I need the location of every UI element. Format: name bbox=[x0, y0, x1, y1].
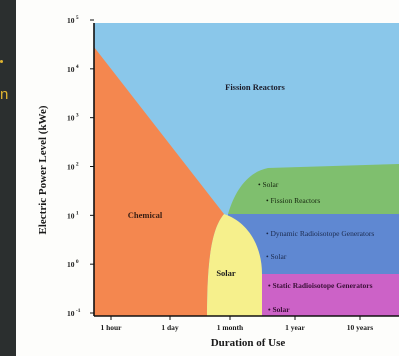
dynamic-bullet-1: • Dynamic Radioisotope Generators bbox=[266, 229, 374, 238]
plot-area: Fission Reactors Chemical Solar • Solar … bbox=[93, 23, 399, 317]
x-tick-label: 1 month bbox=[217, 323, 244, 332]
y-tick-label: 10 3 bbox=[67, 113, 79, 123]
y-tick-label: 10 4 bbox=[67, 64, 79, 74]
static-bullet-2: • Solar bbox=[268, 305, 290, 314]
slide-edge-text: n bbox=[0, 86, 9, 103]
x-axis-label: Duration of Use bbox=[211, 337, 286, 349]
region-solar bbox=[207, 214, 262, 316]
region-label-solar: Solar bbox=[216, 268, 236, 278]
region-solar-fission bbox=[228, 164, 399, 214]
x-tick-label: 1 hour bbox=[100, 323, 122, 332]
green-bullet-1: • Solar bbox=[258, 180, 279, 189]
y-axis-label: Electric Power Level (kWe) bbox=[37, 105, 49, 234]
y-tick-labels: 10 5 10 4 10 3 10 2 10 1 10 0 10 -1 bbox=[67, 15, 94, 318]
x-tick-label: 1 year bbox=[285, 323, 305, 332]
y-tick-label: 10 5 bbox=[67, 15, 79, 25]
dynamic-bullet-2: • Solar bbox=[266, 252, 287, 261]
bullet-dot bbox=[0, 60, 3, 63]
y-tick-label: 10 0 bbox=[67, 259, 79, 269]
y-tick-label: 10 -1 bbox=[67, 308, 81, 318]
region-label-chemical: Chemical bbox=[128, 210, 163, 220]
x-tick-label: 1 day bbox=[161, 323, 179, 332]
x-tick-label: 10 years bbox=[347, 323, 374, 332]
static-bullet-1: • Static Radioisotope Generators bbox=[268, 281, 373, 290]
region-label-fission: Fission Reactors bbox=[225, 82, 285, 92]
x-tick-labels: 1 hour 1 day 1 month 1 year 10 years bbox=[100, 316, 373, 332]
green-bullet-2: • Fission Reactors bbox=[266, 196, 320, 205]
region-static-radioisotope bbox=[262, 274, 399, 316]
y-tick-label: 10 2 bbox=[67, 162, 79, 172]
y-tick-label: 10 1 bbox=[67, 210, 79, 220]
region-chemical bbox=[94, 47, 224, 316]
